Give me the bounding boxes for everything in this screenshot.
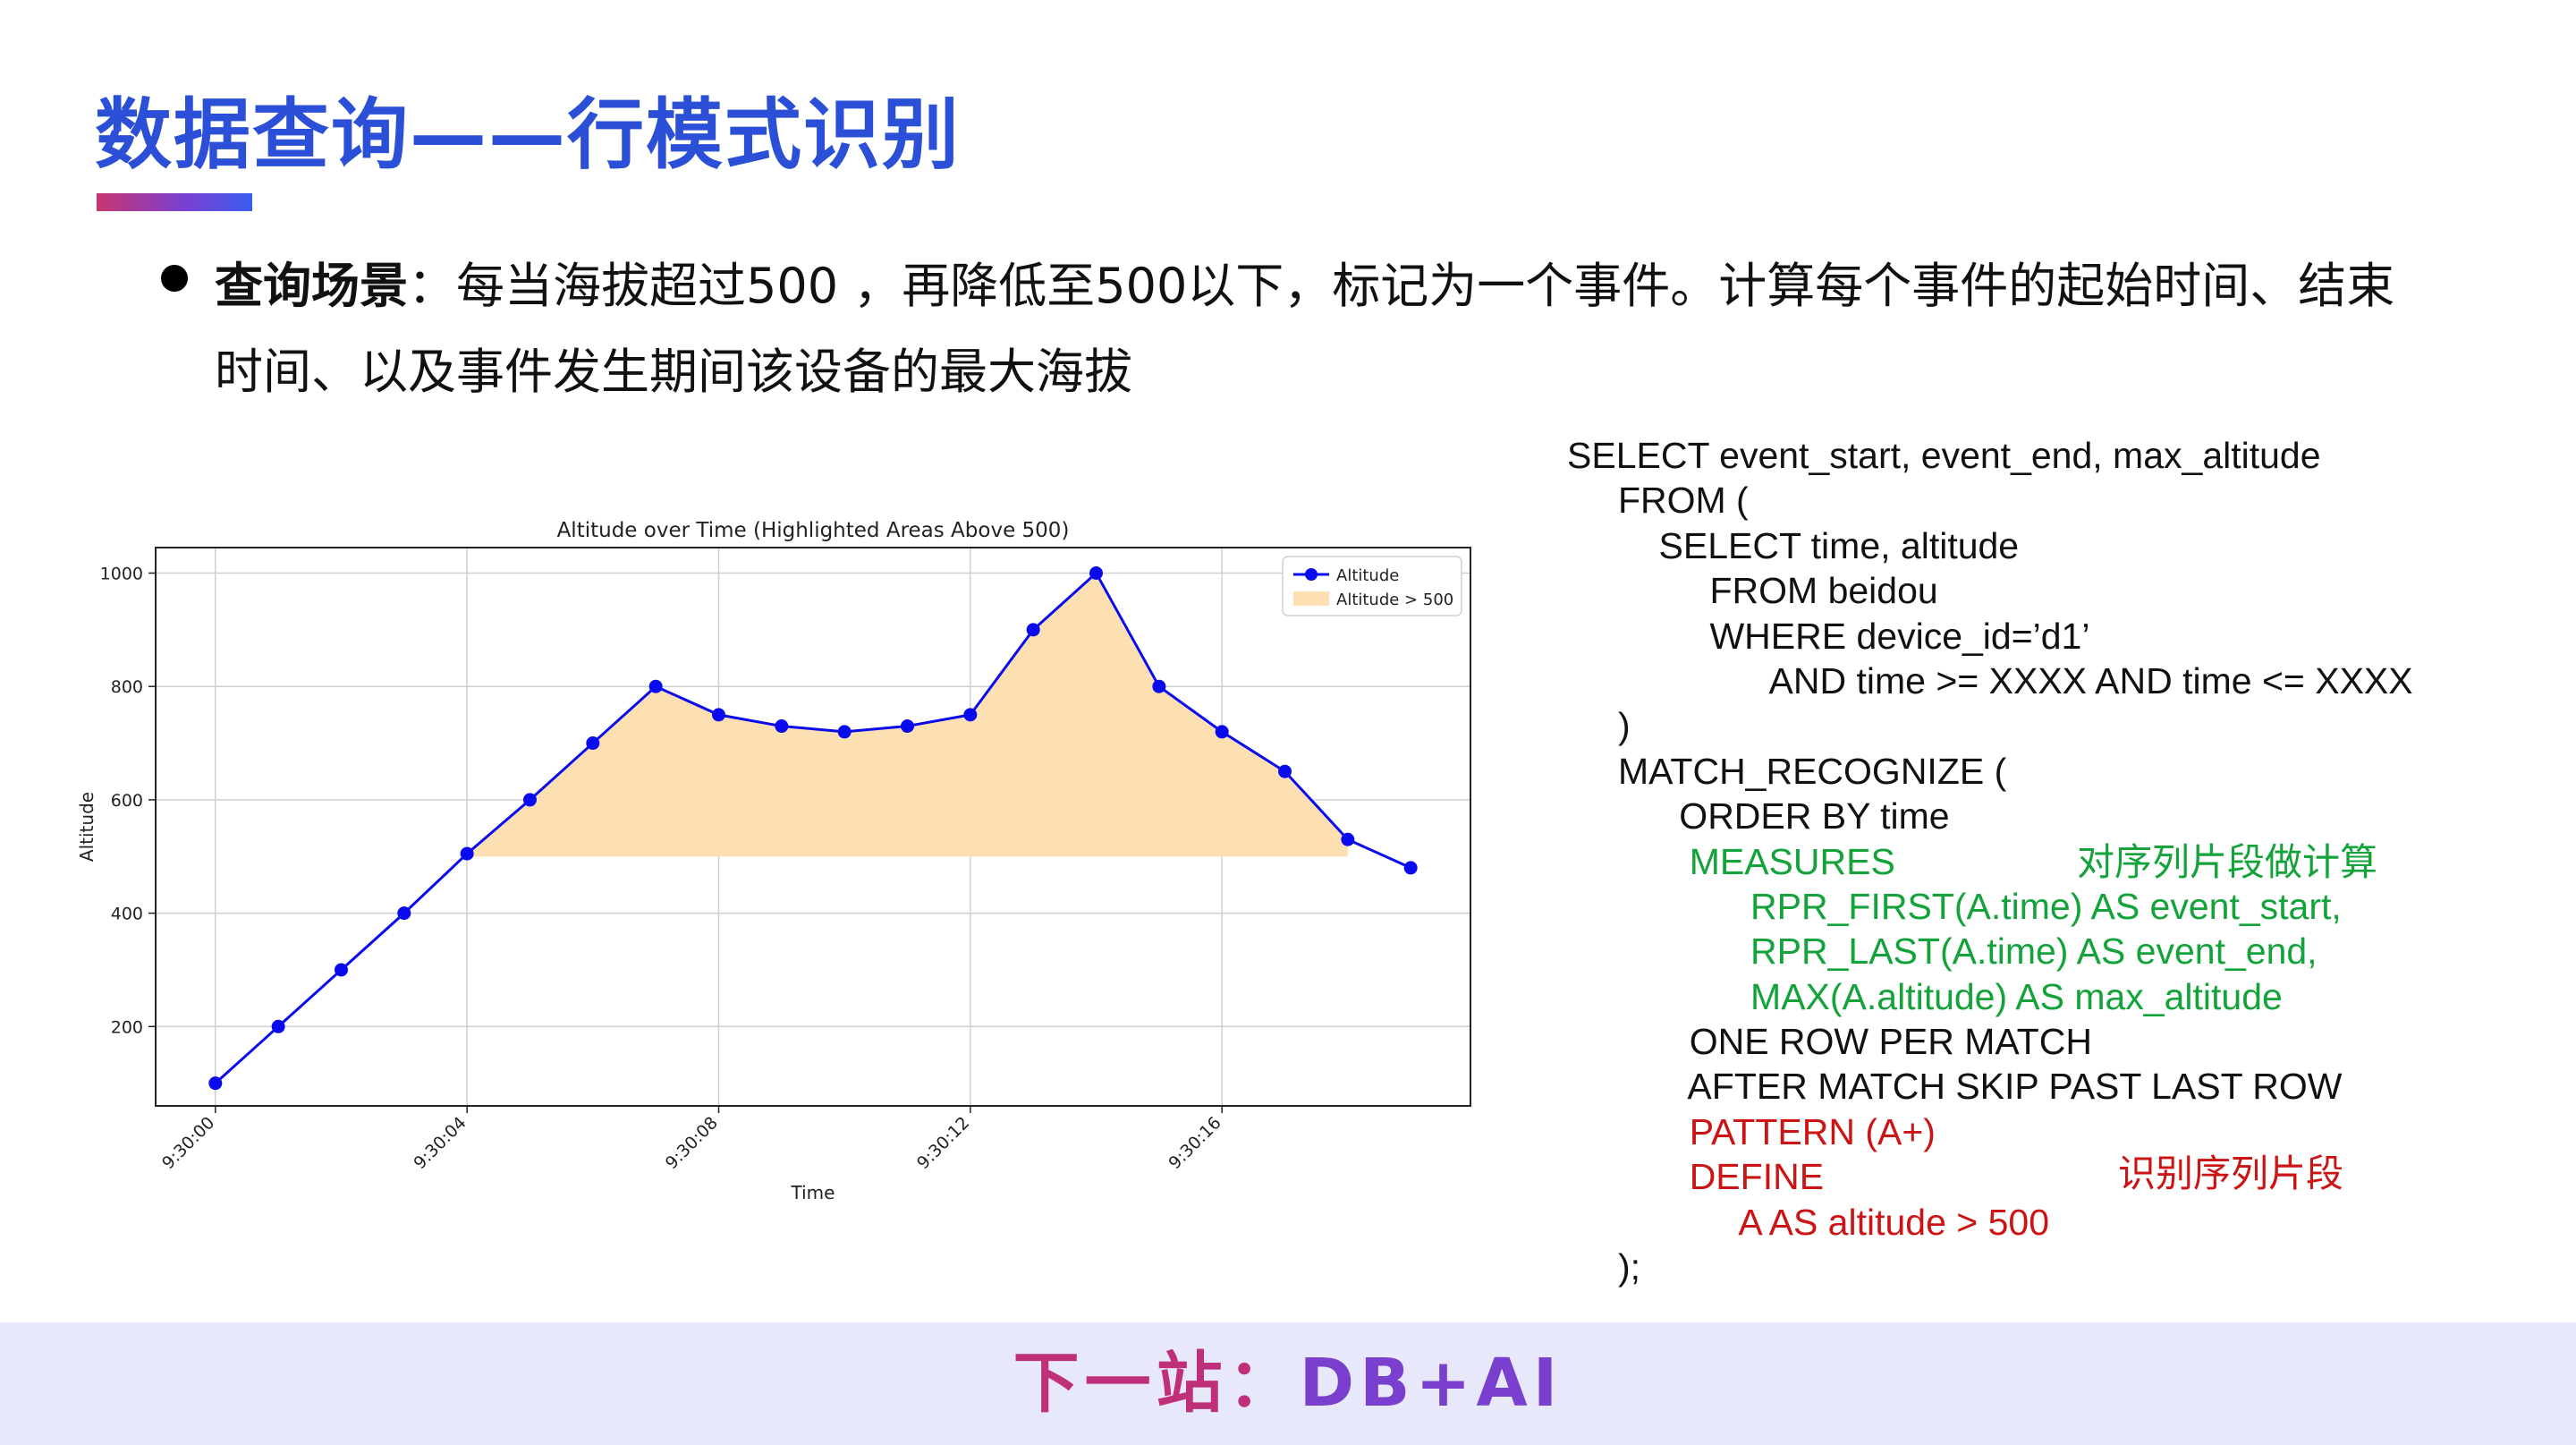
legend-point-swatch <box>1305 568 1318 581</box>
sql-line: RPR_LAST(A.time) AS event_end, <box>1567 931 2318 973</box>
altitude-point <box>208 1076 223 1091</box>
x-tick-label: 9:30:16 <box>1165 1113 1224 1173</box>
note-define: 识别序列片段 <box>2118 1152 2344 1195</box>
altitude-point <box>711 708 725 722</box>
sql-line: ) <box>1567 705 1631 747</box>
footer-banner: 下一站：DB+AI <box>0 1322 2576 1445</box>
sql-line: SELECT time, altitude <box>1567 524 2020 566</box>
sql-line: FROM beidou <box>1567 570 1938 612</box>
altitude-point <box>963 708 978 722</box>
sql-line: MATCH_RECOGNIZE ( <box>1567 750 2007 792</box>
y-tick-label: 600 <box>111 791 143 811</box>
chart-title: Altitude over Time (Highlighted Areas Ab… <box>557 519 1070 542</box>
altitude-point <box>1278 764 1292 778</box>
altitude-point <box>586 736 600 751</box>
scenario-text: 查询场景：每当海拔超过500 ，再降低至500以下，标记为一个事件。计算每个事件… <box>215 243 2433 415</box>
sql-line: RPR_FIRST(A.time) AS event_start, <box>1567 885 2342 927</box>
page-title: 数据查询——行模式识别 <box>95 90 961 180</box>
y-tick-label: 200 <box>111 1017 143 1037</box>
y-tick-label: 400 <box>111 905 143 924</box>
altitude-point <box>522 793 537 807</box>
scenario-body: ：每当海拔超过500 ，再降低至500以下，标记为一个事件。计算每个事件的起始时… <box>215 258 2395 400</box>
legend-label-altitude: Altitude <box>1336 566 1399 585</box>
altitude-point <box>334 963 348 977</box>
altitude-point <box>271 1019 285 1033</box>
sql-line: ); <box>1567 1246 1640 1288</box>
scenario-label: 查询场景 <box>215 258 408 314</box>
x-tick-label: 9:30:12 <box>913 1113 973 1173</box>
x-tick-label: 9:30:04 <box>410 1113 470 1173</box>
legend-fill-swatch <box>1293 591 1329 606</box>
footer-text-part2: DB+AI <box>1299 1345 1563 1422</box>
legend-label-fill: Altitude > 500 <box>1336 591 1453 609</box>
altitude-point <box>397 906 411 921</box>
title-underline <box>97 193 252 211</box>
altitude-point <box>1215 725 1229 739</box>
sql-line: MAX(A.altitude) AS max_altitude <box>1567 975 2283 1017</box>
sql-line: AFTER MATCH SKIP PAST LAST ROW <box>1567 1066 2343 1108</box>
altitude-point <box>648 679 663 693</box>
x-axis-label: Time <box>791 1182 835 1203</box>
altitude-point <box>775 719 789 734</box>
x-tick-label: 9:30:08 <box>662 1113 722 1173</box>
area-above-500 <box>467 573 1348 857</box>
altitude-point <box>1089 566 1104 581</box>
altitude-point <box>1403 861 1418 875</box>
sql-line: DEFINE <box>1567 1156 1825 1198</box>
altitude-point <box>837 725 852 739</box>
sql-line: ONE ROW PER MATCH <box>1567 1021 2092 1063</box>
y-tick-label: 800 <box>111 677 143 697</box>
altitude-chart: Altitude over Time (Highlighted Areas Ab… <box>63 501 1494 1217</box>
altitude-chart-svg: Altitude over Time (Highlighted Areas Ab… <box>76 519 1471 1203</box>
sql-line: AND time >= XXXX AND time <= XXXX <box>1567 659 2413 701</box>
altitude-line <box>214 571 1411 1084</box>
bullet-dot <box>161 265 188 292</box>
sql-line: PATTERN (A+) <box>1567 1110 1936 1152</box>
y-tick-label: 1000 <box>100 565 143 584</box>
note-measures: 对序列片段做计算 <box>2077 840 2378 884</box>
sql-line: MEASURES <box>1567 840 1895 882</box>
altitude-point <box>1341 832 1355 846</box>
altitude-point <box>901 719 915 734</box>
altitude-point <box>1026 623 1040 637</box>
altitude-point <box>1152 679 1166 693</box>
y-axis-label: Altitude <box>76 792 97 862</box>
footer-text: 下一站：DB+AI <box>0 1322 2576 1445</box>
footer-text-part1: 下一站： <box>1013 1345 1300 1422</box>
sql-line: ORDER BY time <box>1567 795 1950 837</box>
sql-line: A AS altitude > 500 <box>1567 1201 2050 1243</box>
sql-code-block: SELECT event_start, event_end, max_altit… <box>1567 433 2551 1289</box>
plot-frame <box>155 547 1471 1107</box>
x-tick-label: 9:30:00 <box>158 1113 218 1173</box>
sql-line: SELECT event_start, event_end, max_altit… <box>1567 435 2321 476</box>
altitude-point <box>460 846 474 861</box>
sql-line: WHERE device_id=’d1’ <box>1567 615 2090 657</box>
sql-line: FROM ( <box>1567 480 1749 522</box>
